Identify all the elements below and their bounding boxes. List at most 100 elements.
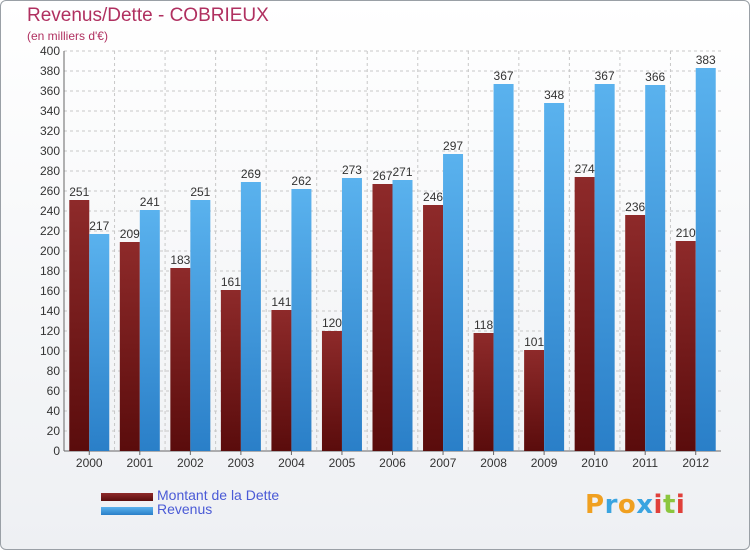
data-label-dette: 209	[120, 227, 140, 241]
x-tick-label: 2011	[632, 456, 658, 470]
x-tick-label: 2008	[480, 456, 507, 470]
bar-dette	[675, 241, 696, 451]
data-label-revenus: 273	[342, 163, 362, 177]
legend-swatch-revenus	[101, 507, 153, 515]
bar-dette	[220, 290, 241, 451]
bar-dette	[423, 205, 444, 451]
logo-letter: o	[617, 490, 637, 520]
bar-revenus	[594, 84, 615, 451]
bar-dette	[119, 242, 140, 451]
bar-revenus	[443, 154, 464, 451]
x-tick-label: 2012	[682, 456, 709, 470]
x-tick-label: 2007	[430, 456, 457, 470]
logo-letter: i	[675, 490, 686, 520]
y-tick-label: 400	[40, 44, 60, 58]
y-tick-label: 120	[40, 324, 60, 338]
data-label-revenus: 383	[696, 53, 716, 67]
y-tick-label: 140	[40, 304, 60, 318]
bar-revenus	[139, 210, 160, 451]
logo-letter: x	[636, 490, 654, 520]
data-label-dette: 251	[69, 185, 89, 199]
y-tick-label: 320	[40, 124, 60, 138]
y-tick-label: 240	[40, 204, 60, 218]
data-label-dette: 274	[575, 162, 595, 176]
y-tick-label: 0	[53, 444, 60, 458]
data-label-dette: 267	[372, 169, 392, 183]
logo-letter: r	[604, 490, 618, 520]
data-label-dette: 246	[423, 190, 443, 204]
data-label-dette: 183	[170, 253, 190, 267]
chart-subtitle: (en milliers d'€)	[27, 29, 108, 43]
data-label-dette: 161	[221, 275, 241, 289]
data-label-revenus: 271	[392, 165, 412, 179]
bar-revenus	[341, 178, 362, 451]
data-label-revenus: 348	[544, 88, 564, 102]
bar-revenus	[695, 68, 716, 451]
data-label-revenus: 241	[140, 195, 160, 209]
bar-dette	[271, 310, 292, 451]
logo-letter: P	[585, 490, 605, 520]
data-label-revenus: 367	[595, 69, 615, 83]
x-tick-label: 2009	[531, 456, 558, 470]
x-axis-ticks: 2000 2001 2002 2003 2004 2005 2006 2007 2008 2009…	[76, 451, 709, 470]
data-label-revenus: 366	[645, 70, 665, 84]
y-tick-label: 60	[47, 384, 61, 398]
y-tick-label: 380	[40, 64, 60, 78]
data-label-revenus: 297	[443, 139, 463, 153]
data-label-revenus: 367	[494, 69, 514, 83]
y-tick-label: 20	[47, 424, 61, 438]
legend-swatch-dette	[101, 493, 153, 501]
y-tick-label: 300	[40, 144, 60, 158]
data-label-dette: 118	[474, 318, 493, 332]
bar-revenus	[240, 182, 261, 451]
bar-dette	[372, 184, 393, 451]
y-tick-label: 200	[40, 244, 60, 258]
x-tick-label: 2004	[278, 456, 305, 470]
data-label-revenus: 251	[190, 185, 210, 199]
y-tick-label: 340	[40, 104, 60, 118]
bar-revenus	[645, 85, 666, 451]
data-label-revenus: 217	[89, 219, 109, 233]
x-tick-label: 2000	[76, 456, 103, 470]
x-tick-label: 2005	[329, 456, 356, 470]
bar-dette	[625, 215, 646, 451]
x-tick-label: 2010	[581, 456, 608, 470]
bars	[69, 68, 716, 451]
bar-revenus	[392, 180, 413, 451]
bar-dette	[321, 331, 342, 451]
bar-revenus	[89, 234, 110, 451]
data-label-revenus: 262	[291, 174, 311, 188]
x-tick-label: 2002	[177, 456, 204, 470]
bar-dette	[473, 333, 494, 451]
data-label-dette: 141	[271, 295, 291, 309]
data-label-revenus: 269	[241, 167, 261, 181]
logo-letter: i	[653, 490, 663, 520]
legend-label-dette: Montant de la Dette	[157, 487, 280, 503]
y-tick-label: 160	[40, 284, 60, 298]
x-tick-label: 2003	[228, 456, 255, 470]
bar-dette	[69, 200, 90, 451]
bar-revenus	[190, 200, 211, 451]
y-tick-label: 280	[40, 164, 60, 178]
y-tick-label: 260	[40, 184, 60, 198]
y-tick-label: 40	[47, 404, 61, 418]
y-tick-label: 80	[47, 364, 61, 378]
x-tick-label: 2001	[126, 456, 153, 470]
data-label-dette: 101	[524, 335, 544, 349]
y-tick-label: 100	[40, 344, 60, 358]
bar-dette	[524, 350, 545, 451]
proxiti-logo: Proxiti	[585, 490, 685, 520]
bar-revenus	[493, 84, 514, 451]
y-axis-ticks: 0 20 40 60 80 100 120 140 160 180 200 220 240 260 280 3…	[40, 44, 60, 458]
data-label-dette: 236	[625, 200, 645, 214]
x-tick-label: 2006	[379, 456, 406, 470]
data-label-dette: 210	[676, 226, 696, 240]
bar-dette	[574, 177, 595, 451]
y-tick-label: 220	[40, 224, 60, 238]
bar-revenus	[544, 103, 565, 451]
y-tick-label: 360	[40, 84, 60, 98]
bar-dette	[170, 268, 191, 451]
